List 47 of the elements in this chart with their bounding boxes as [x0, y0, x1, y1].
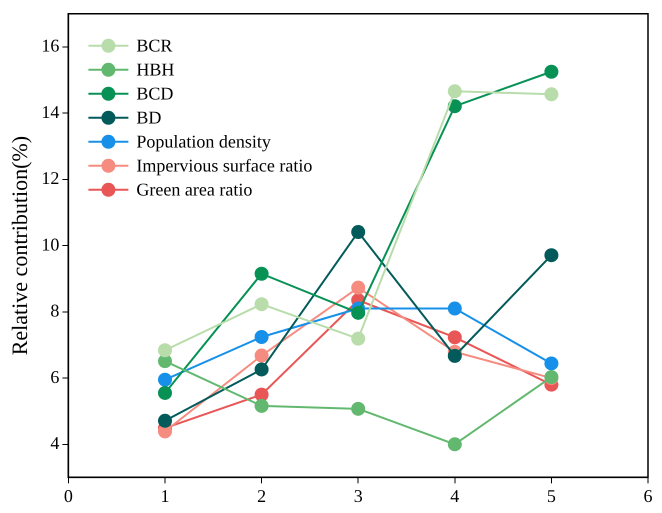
y-tick-label: 14 [41, 102, 60, 122]
point [351, 402, 366, 416]
y-tick-label: 10 [41, 234, 60, 254]
point [158, 343, 172, 358]
point [254, 362, 269, 376]
point [351, 225, 366, 240]
y-tick-label: 12 [41, 168, 60, 188]
x-tick-label: 4 [450, 486, 460, 506]
x-tick-label: 6 [644, 486, 652, 506]
point [254, 297, 269, 312]
x-tick-label: 3 [354, 486, 363, 506]
point [448, 302, 462, 316]
legend-label: BCD [136, 84, 174, 104]
point [254, 398, 269, 413]
point [158, 372, 172, 387]
point [254, 330, 269, 344]
point [448, 330, 462, 344]
legend-label: Impervious surface ratio [136, 156, 312, 176]
legend-label: Green area ratio [136, 180, 252, 200]
point [351, 280, 366, 295]
point [544, 87, 558, 102]
x-tick-label: 1 [160, 486, 170, 506]
legend-label: Population density [136, 132, 271, 152]
y-tick-label: 8 [50, 300, 60, 321]
point [254, 388, 269, 402]
point [544, 248, 558, 262]
x-tick-label: 5 [546, 486, 556, 506]
point [158, 414, 172, 428]
point [448, 348, 462, 363]
point [448, 84, 462, 98]
y-tick-label: 4 [50, 433, 60, 454]
point [544, 64, 558, 79]
point [158, 386, 172, 400]
y-tick-label: 16 [41, 36, 60, 56]
point [254, 266, 269, 281]
point [351, 306, 366, 320]
point [351, 332, 366, 346]
x-tick-label: 2 [257, 486, 266, 506]
x-tick-label: 0 [64, 486, 73, 506]
point [544, 356, 558, 370]
point [448, 437, 462, 452]
y-tick-label: 6 [50, 366, 60, 387]
y-axis-title: Relative contribution(%) [6, 136, 32, 356]
point [254, 348, 269, 363]
legend-label: HBH [136, 60, 174, 80]
legend-label: BCR [136, 36, 172, 56]
legend-label: BD [136, 108, 162, 128]
